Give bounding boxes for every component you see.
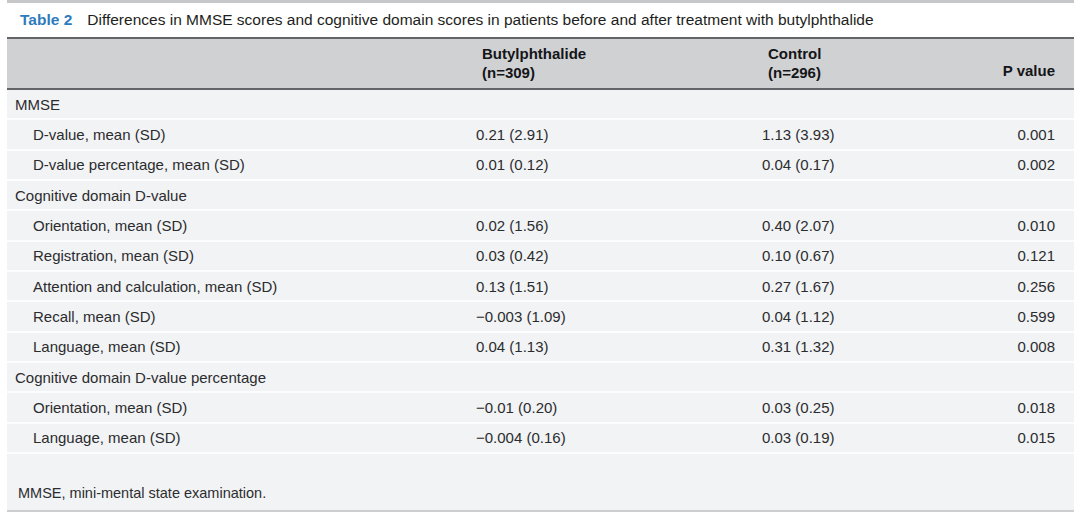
table-row: D-value, mean (SD) 0.21 (2.91) 1.13 (3.9…	[7, 120, 1074, 150]
cell-pvalue: 0.001	[962, 126, 1074, 143]
table-number-label: Table 2	[20, 11, 72, 29]
cell-control: 0.03 (0.25)	[762, 399, 962, 416]
group1-n: (n=309)	[482, 63, 762, 82]
cell-control: 0.40 (2.07)	[762, 217, 962, 234]
cell-control: 0.03 (0.19)	[762, 429, 962, 446]
cell-pvalue: 0.008	[962, 338, 1074, 355]
table-row-section: MMSE	[7, 90, 1074, 120]
cell-pvalue: 0.015	[962, 429, 1074, 446]
footnote-text: MMSE, mini-mental state examination.	[18, 485, 266, 501]
cell-butylphthalide: 0.21 (2.91)	[476, 126, 762, 143]
table-row-section: Cognitive domain D-value	[7, 181, 1074, 211]
cell-control: 0.27 (1.67)	[762, 278, 962, 295]
table-header-row: Butylphthalide (n=309) Control (n=296) P…	[7, 39, 1074, 88]
row-label: Recall, mean (SD)	[7, 308, 476, 325]
table-row: Orientation, mean (SD) 0.02 (1.56) 0.40 …	[7, 211, 1074, 241]
cell-butylphthalide: 0.01 (0.12)	[476, 156, 762, 173]
table-caption: Table 2 Differences in MMSE scores and c…	[7, 3, 1074, 37]
header-control: Control (n=296)	[762, 44, 962, 88]
table-row-section: Cognitive domain D-value percentage	[7, 363, 1074, 393]
cell-control: 0.04 (1.12)	[762, 308, 962, 325]
row-label: Registration, mean (SD)	[7, 247, 476, 264]
table-footnote: MMSE, mini-mental state examination.	[7, 454, 1074, 510]
row-label: Orientation, mean (SD)	[7, 399, 476, 416]
header-spacer-cell	[7, 44, 476, 88]
cell-butylphthalide: 0.03 (0.42)	[476, 247, 762, 264]
cell-pvalue: 0.010	[962, 217, 1074, 234]
cell-control: 0.04 (0.17)	[762, 156, 962, 173]
table-row: D-value percentage, mean (SD) 0.01 (0.12…	[7, 151, 1074, 181]
row-label: Attention and calculation, mean (SD)	[7, 278, 476, 295]
cell-butylphthalide: 0.13 (1.51)	[476, 278, 762, 295]
cell-butylphthalide: −0.004 (0.16)	[476, 429, 762, 446]
cell-control: 0.31 (1.32)	[762, 338, 962, 355]
bottom-hairline	[7, 510, 1074, 512]
row-label: D-value percentage, mean (SD)	[7, 156, 476, 173]
cell-control: 0.10 (0.67)	[762, 247, 962, 264]
row-label: Language, mean (SD)	[7, 429, 476, 446]
cell-butylphthalide: 0.04 (1.13)	[476, 338, 762, 355]
table-body: MMSE D-value, mean (SD) 0.21 (2.91) 1.13…	[7, 90, 1074, 454]
table-row: Orientation, mean (SD) −0.01 (0.20) 0.03…	[7, 393, 1074, 423]
table-row: Recall, mean (SD) −0.003 (1.09) 0.04 (1.…	[7, 302, 1074, 332]
group1-name: Butylphthalide	[482, 44, 762, 63]
header-butylphthalide: Butylphthalide (n=309)	[476, 44, 762, 88]
group2-name: Control	[768, 44, 962, 63]
cell-butylphthalide: −0.01 (0.20)	[476, 399, 762, 416]
section-label: MMSE	[7, 96, 1074, 113]
row-label: D-value, mean (SD)	[7, 126, 476, 143]
table-row: Registration, mean (SD) 0.03 (0.42) 0.10…	[7, 242, 1074, 272]
header-pvalue: P value	[962, 61, 1074, 88]
row-label: Orientation, mean (SD)	[7, 217, 476, 234]
table-row: Language, mean (SD) −0.004 (0.16) 0.03 (…	[7, 424, 1074, 454]
table-row: Language, mean (SD) 0.04 (1.13) 0.31 (1.…	[7, 333, 1074, 363]
table-card: Table 2 Differences in MMSE scores and c…	[7, 0, 1074, 512]
cell-butylphthalide: 0.02 (1.56)	[476, 217, 762, 234]
cell-pvalue: 0.256	[962, 278, 1074, 295]
cell-pvalue: 0.121	[962, 247, 1074, 264]
cell-butylphthalide: −0.003 (1.09)	[476, 308, 762, 325]
cell-pvalue: 0.002	[962, 156, 1074, 173]
group2-n: (n=296)	[768, 63, 962, 82]
cell-pvalue: 0.599	[962, 308, 1074, 325]
cell-pvalue: 0.018	[962, 399, 1074, 416]
section-label: Cognitive domain D-value percentage	[7, 369, 1074, 386]
table-row: Attention and calculation, mean (SD) 0.1…	[7, 272, 1074, 302]
table-title-text: Differences in MMSE scores and cognitive…	[87, 11, 873, 29]
row-label: Language, mean (SD)	[7, 338, 476, 355]
cell-control: 1.13 (3.93)	[762, 126, 962, 143]
section-label: Cognitive domain D-value	[7, 187, 1074, 204]
